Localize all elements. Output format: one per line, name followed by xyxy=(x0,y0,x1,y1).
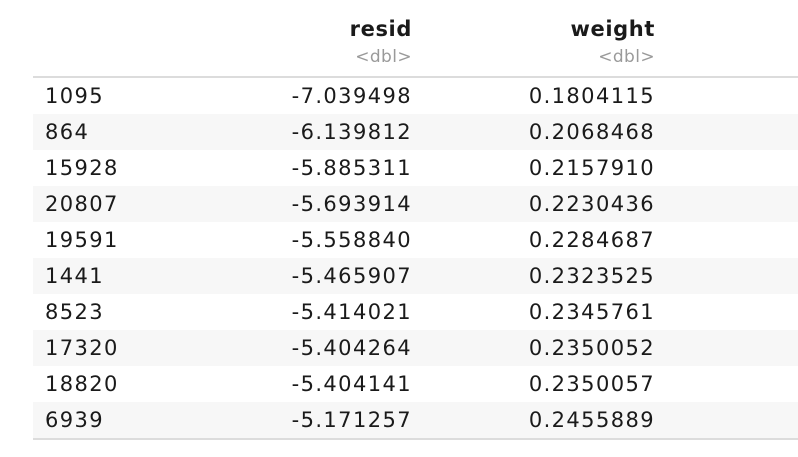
cell-spacer xyxy=(655,77,798,114)
row-name: 19591 xyxy=(45,228,119,252)
cell-spacer xyxy=(655,186,798,222)
row-name: 864 xyxy=(33,114,163,150)
column-header-resid: resid xyxy=(349,17,412,41)
rowname-type-header xyxy=(33,44,163,78)
header-spacer xyxy=(655,14,798,44)
cell-weight: 0.2157910 xyxy=(528,156,655,180)
cell-weight: 0.2068468 xyxy=(412,114,655,150)
cell-resid: -5.885311 xyxy=(291,156,412,180)
row-name: 8523 xyxy=(45,300,105,324)
table-row: 6939 -5.171257 0.2455889 xyxy=(33,402,798,440)
row-name: 15928 xyxy=(45,156,119,180)
table-body: 1095 -7.039498 0.1804115 864 -6.139812 0… xyxy=(33,77,798,440)
row-name: 20807 xyxy=(33,186,163,222)
cell-resid: -5.558840 xyxy=(291,228,412,252)
cell-weight: 0.2230436 xyxy=(412,186,655,222)
row-name: 6939 xyxy=(33,402,163,440)
cell-resid: -5.465907 xyxy=(163,258,412,294)
row-name: 18820 xyxy=(45,372,119,396)
cell-resid: -5.404264 xyxy=(163,330,412,366)
column-type-weight: <dbl> xyxy=(412,44,655,78)
row-name: 17320 xyxy=(33,330,163,366)
header-types-row: <dbl> <dbl> xyxy=(33,44,798,78)
table-row: 1441 -5.465907 0.2323525 xyxy=(33,258,798,294)
row-name: 1095 xyxy=(45,84,105,108)
table-row: 1095 -7.039498 0.1804115 xyxy=(33,77,798,114)
cell-weight: 0.1804115 xyxy=(528,84,655,108)
table-row: 20807 -5.693914 0.2230436 xyxy=(33,186,798,222)
cell-resid: -7.039498 xyxy=(291,84,412,108)
cell-spacer xyxy=(655,258,798,294)
cell-resid: -5.171257 xyxy=(163,402,412,440)
row-name: 1441 xyxy=(33,258,163,294)
column-type-resid: <dbl> xyxy=(163,44,412,78)
cell-weight: 0.2284687 xyxy=(528,228,655,252)
rowname-header xyxy=(33,14,163,44)
header-names-row: resid weight xyxy=(33,14,798,44)
header-type-spacer xyxy=(655,44,798,78)
table-row: 8523 -5.414021 0.2345761 xyxy=(33,294,798,330)
table-row: 15928 -5.885311 0.2157910 xyxy=(33,150,798,186)
table-row: 19591 -5.558840 0.2284687 xyxy=(33,222,798,258)
cell-spacer xyxy=(655,150,798,186)
cell-resid: -6.139812 xyxy=(163,114,412,150)
table-row: 17320 -5.404264 0.2350052 xyxy=(33,330,798,366)
data-table-container: resid weight <dbl> <dbl> 1095 -7.039498 … xyxy=(33,14,798,440)
cell-weight: 0.2350057 xyxy=(528,372,655,396)
cell-spacer xyxy=(655,222,798,258)
cell-spacer xyxy=(655,402,798,440)
cell-resid: -5.404141 xyxy=(291,372,412,396)
cell-spacer xyxy=(655,114,798,150)
column-header-weight: weight xyxy=(570,17,655,41)
table-row: 18820 -5.404141 0.2350057 xyxy=(33,366,798,402)
cell-spacer xyxy=(655,366,798,402)
cell-weight: 0.2455889 xyxy=(412,402,655,440)
cell-resid: -5.414021 xyxy=(291,300,412,324)
cell-spacer xyxy=(655,294,798,330)
data-table: resid weight <dbl> <dbl> 1095 -7.039498 … xyxy=(33,14,798,440)
cell-spacer xyxy=(655,330,798,366)
cell-resid: -5.693914 xyxy=(163,186,412,222)
cell-weight: 0.2345761 xyxy=(528,300,655,324)
cell-weight: 0.2350052 xyxy=(412,330,655,366)
cell-weight: 0.2323525 xyxy=(412,258,655,294)
table-row: 864 -6.139812 0.2068468 xyxy=(33,114,798,150)
table-header: resid weight <dbl> <dbl> xyxy=(33,14,798,78)
